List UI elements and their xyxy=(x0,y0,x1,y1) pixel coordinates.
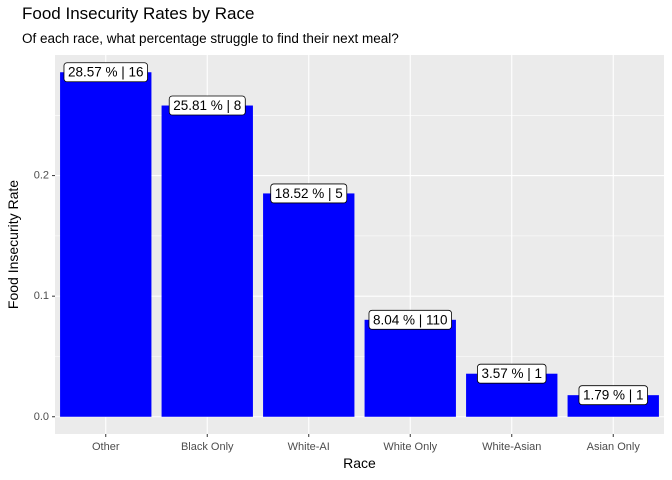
x-tick-label: White-Asian xyxy=(482,441,541,453)
data-label-box xyxy=(368,309,452,330)
y-tick-label: 0.2 xyxy=(34,170,49,182)
x-tick-label: White-AI xyxy=(288,441,330,453)
bar xyxy=(60,72,152,417)
data-label: 25.81 % | 8 xyxy=(168,95,246,116)
chart-title: Food Insecurity Rates by Race xyxy=(22,4,255,23)
x-axis-title: Race xyxy=(343,455,376,471)
data-label-box xyxy=(63,62,148,83)
data-label-box xyxy=(477,363,547,384)
bar xyxy=(364,319,456,417)
y-tick-label: 0.0 xyxy=(34,411,49,423)
bars xyxy=(60,72,659,417)
data-label-text: 3.57 % | 1 xyxy=(481,366,542,381)
data-label: 1.79 % | 1 xyxy=(578,385,648,406)
x-tick-label: Black Only xyxy=(181,441,234,453)
x-axis: Other Black Only White-AI White Only White-A… xyxy=(92,434,640,453)
data-label-box xyxy=(270,183,348,204)
data-label-text: 28.57 % | 16 xyxy=(68,65,144,80)
data-labels: 28.57 % | 16 25.81 % | 8 18.52 % | 5 8.04 %… xyxy=(63,62,648,406)
data-label-text: 8.04 % | 110 xyxy=(373,312,448,327)
minor-gridlines xyxy=(55,115,664,357)
data-label: 18.52 % | 5 xyxy=(270,183,348,204)
data-label: 8.04 % | 110 xyxy=(368,309,452,330)
x-tick-label: White Only xyxy=(383,441,437,453)
data-label: 3.57 % | 1 xyxy=(477,363,547,384)
data-label-box xyxy=(578,385,648,406)
data-label: 28.57 % | 16 xyxy=(63,62,148,83)
data-label-text: 18.52 % | 5 xyxy=(275,186,343,201)
bar xyxy=(263,193,355,417)
plot-panel xyxy=(55,55,664,434)
x-tick-label: Other xyxy=(92,441,120,453)
data-label-text: 1.79 % | 1 xyxy=(583,388,644,403)
data-label-box xyxy=(168,95,246,116)
chart-subtitle: Of each race, what percentage struggle t… xyxy=(22,31,399,46)
y-axis: 0.0 0.1 0.2 xyxy=(34,170,55,423)
bar xyxy=(161,105,253,417)
x-tick-label: Asian Only xyxy=(587,441,641,453)
y-tick-label: 0.1 xyxy=(34,290,49,302)
data-label-text: 25.81 % | 8 xyxy=(173,98,241,113)
y-axis-title: Food Insecurity Rate xyxy=(5,180,21,309)
